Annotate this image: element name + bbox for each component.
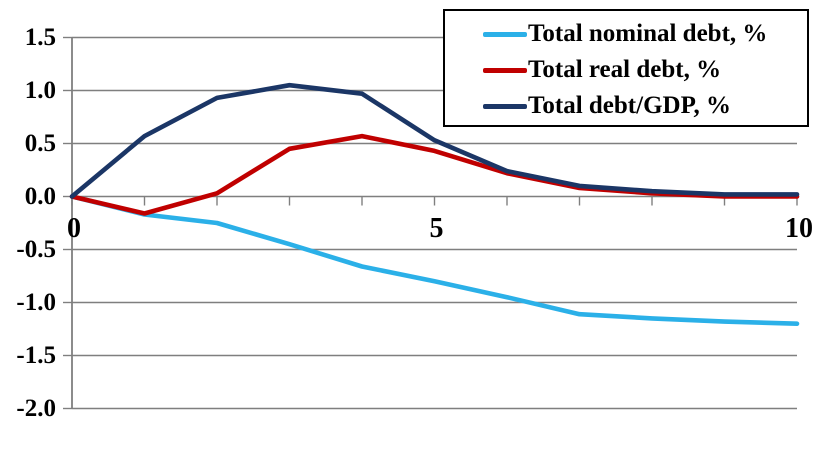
legend-label: Total nominal debt, % — [528, 20, 768, 47]
y-axis-tick-label: 1.0 — [24, 76, 56, 104]
legend-line-swatch-icon — [483, 103, 527, 109]
legend: Total nominal debt, % Total real debt, % T… — [443, 9, 809, 127]
x-axis-tick-label: 10 — [785, 213, 813, 244]
legend-item: Total nominal debt, % — [483, 16, 807, 52]
y-axis-tick-label: -1.5 — [16, 341, 56, 369]
y-axis-tick-label: -1.0 — [16, 288, 56, 316]
x-axis-tick-label: 5 — [429, 213, 444, 244]
legend-item: Total debt/GDP, % — [483, 88, 807, 124]
legend-label: Total debt/GDP, % — [528, 92, 732, 119]
y-axis-tick-label: 0.0 — [24, 182, 56, 210]
y-axis-tick-label: 1.5 — [24, 23, 56, 51]
series-line-total-debt-gdp — [69, 82, 800, 199]
x-axis-tick-label: 0 — [67, 213, 81, 244]
legend-item: Total real debt, % — [483, 52, 807, 88]
y-axis-tick-label: -2.0 — [16, 394, 56, 422]
y-axis-tick-label: -0.5 — [16, 235, 56, 263]
series-line-total-nominal-debt — [69, 194, 800, 327]
y-axis-tick-label: 0.5 — [24, 129, 56, 157]
legend-line-swatch-icon — [483, 31, 527, 37]
legend-line-swatch-icon — [483, 67, 527, 73]
legend-label: Total real debt, % — [528, 56, 722, 83]
